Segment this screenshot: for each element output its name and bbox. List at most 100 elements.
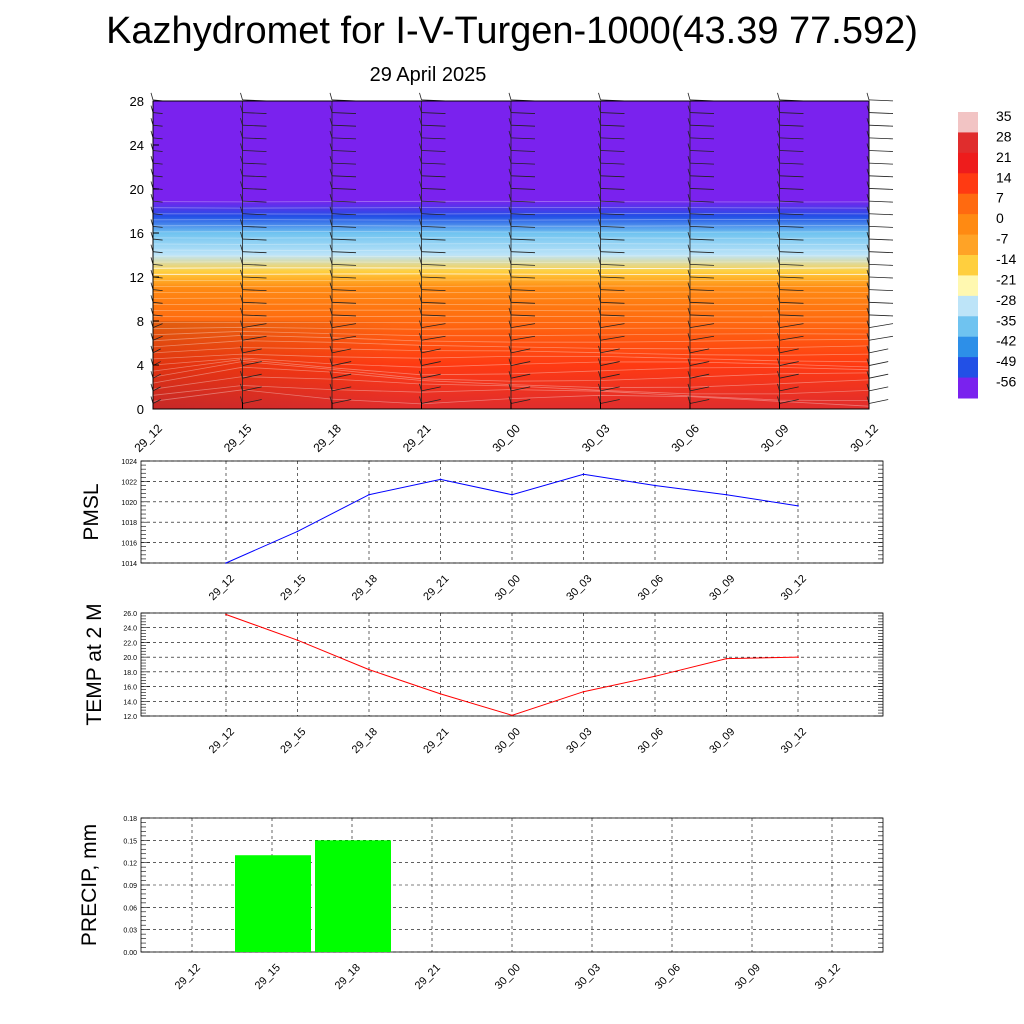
y-tick-label: 12: [130, 270, 144, 285]
y-tick-label: 0.12: [123, 861, 137, 868]
wind-barb: [689, 213, 715, 216]
data-point: [439, 693, 442, 695]
wind-barb: [510, 386, 531, 392]
wind-barb: [152, 162, 163, 165]
y-tick-label: 24: [130, 138, 144, 153]
wind-barb: [421, 150, 446, 152]
wind-barb: [510, 323, 536, 328]
wind-barb: [510, 373, 531, 379]
wind-barb: [242, 124, 267, 127]
x-tick-label: 30_09: [707, 573, 737, 603]
y-tick-label: 1016: [121, 541, 137, 548]
y-tick-label: 0.03: [123, 928, 137, 935]
wind-barb: [600, 200, 625, 203]
x-tick-label: 30_00: [493, 573, 523, 603]
wind-barb: [421, 226, 446, 228]
wind-barb: [689, 361, 710, 366]
wind-barb: [689, 188, 715, 190]
wind-barb: [510, 263, 536, 266]
wind-barb: [331, 251, 357, 254]
wind-barb: [331, 213, 357, 216]
data-point: [582, 473, 585, 476]
wind-barb: [331, 137, 357, 140]
wind-barb: [868, 213, 894, 216]
x-tick-label: 29_21: [413, 962, 443, 992]
colorbar-swatch: [958, 112, 978, 133]
wind-barb: [242, 399, 262, 404]
wind-barb: [152, 112, 163, 114]
wind-barb: [152, 238, 163, 241]
wind-barb: [510, 150, 536, 152]
wind-barb: [600, 348, 620, 354]
colorbar-swatch: [958, 132, 978, 154]
wind-barb: [242, 323, 267, 328]
wind-barb: [779, 301, 804, 304]
wind-barb: [510, 213, 536, 216]
wind-barb: [421, 323, 446, 328]
colorbar-label: -14: [996, 251, 1016, 267]
x-tick-label: 29_21: [421, 573, 451, 603]
wind-barb: [689, 373, 710, 379]
wind-barb: [421, 251, 446, 254]
colorbar-label: -49: [996, 353, 1016, 369]
wind-barb: [331, 373, 352, 379]
x-tick-label: 29_21: [421, 726, 451, 756]
wind-barb: [510, 200, 536, 203]
wind-barb: [600, 226, 625, 228]
wind-barb: [510, 335, 536, 341]
y-tick-label: 1014: [121, 561, 137, 568]
wind-barb: [689, 150, 715, 152]
wind-barb: [600, 323, 625, 328]
wind-barb: [600, 137, 625, 140]
data-point: [654, 484, 656, 487]
wind-barb: [779, 399, 799, 404]
wind-barb: [510, 226, 536, 228]
wind-barb: [689, 175, 715, 178]
colorbar-swatch: [958, 214, 978, 236]
y-tick-label: 14.0: [123, 699, 137, 706]
x-tick-label: 29_18: [333, 962, 363, 992]
wind-barb: [421, 188, 446, 190]
wind-barb: [868, 314, 894, 317]
wind-barb: [421, 314, 446, 317]
y-tick-label: 12.0: [123, 714, 137, 721]
wind-barb: [510, 301, 536, 304]
wind-barb: [421, 361, 441, 366]
wind-barb: [242, 361, 262, 366]
colorbar-label: -42: [996, 333, 1016, 349]
wind-barb: [868, 399, 889, 404]
wind-barb: [868, 301, 894, 304]
pmsl-chart: 1014 1016 1018 1020 1022 1024 29_12 29_15 29_18 2…: [80, 459, 884, 603]
y-tick-label: 16.0: [123, 685, 137, 692]
wind-barb: [331, 188, 357, 190]
wind-barb: [242, 335, 267, 341]
wind-barb: [331, 124, 357, 127]
wind-barb: [689, 263, 715, 266]
wind-barb-flag: [866, 92, 870, 101]
y-tick-label: 1024: [121, 459, 137, 466]
colorbar-label: -21: [996, 271, 1016, 287]
wind-barb: [152, 373, 161, 379]
data-point: [511, 714, 513, 717]
wind-barb: [600, 399, 620, 404]
colorbar-swatch: [958, 152, 978, 174]
wind-barb: [421, 386, 441, 392]
wind-barb: [510, 175, 536, 178]
wind-barb: [421, 213, 446, 216]
wind-barb: [510, 348, 531, 354]
wind-barb: [868, 361, 889, 366]
y-tick-label: 1020: [121, 500, 137, 507]
y-tick-label: 16: [130, 226, 144, 241]
x-tick-label: 30_12: [813, 962, 843, 992]
wind-barb: [331, 263, 357, 266]
colorbar-label: -28: [996, 292, 1016, 308]
y-tick-label: 18.0: [123, 670, 137, 677]
colorbar-label: -7: [996, 231, 1009, 247]
temp-chart: 12.0 14.0 16.0 18.0 20.0 22.0 24.0 26.0 29_12 29_…: [83, 603, 884, 756]
wind-barb: [152, 124, 163, 127]
wind-barb: [600, 276, 625, 279]
wind-barb: [779, 251, 804, 254]
x-tick-label: 29_15: [221, 421, 255, 455]
wind-barb: [689, 335, 715, 341]
wind-barb: [152, 213, 163, 216]
